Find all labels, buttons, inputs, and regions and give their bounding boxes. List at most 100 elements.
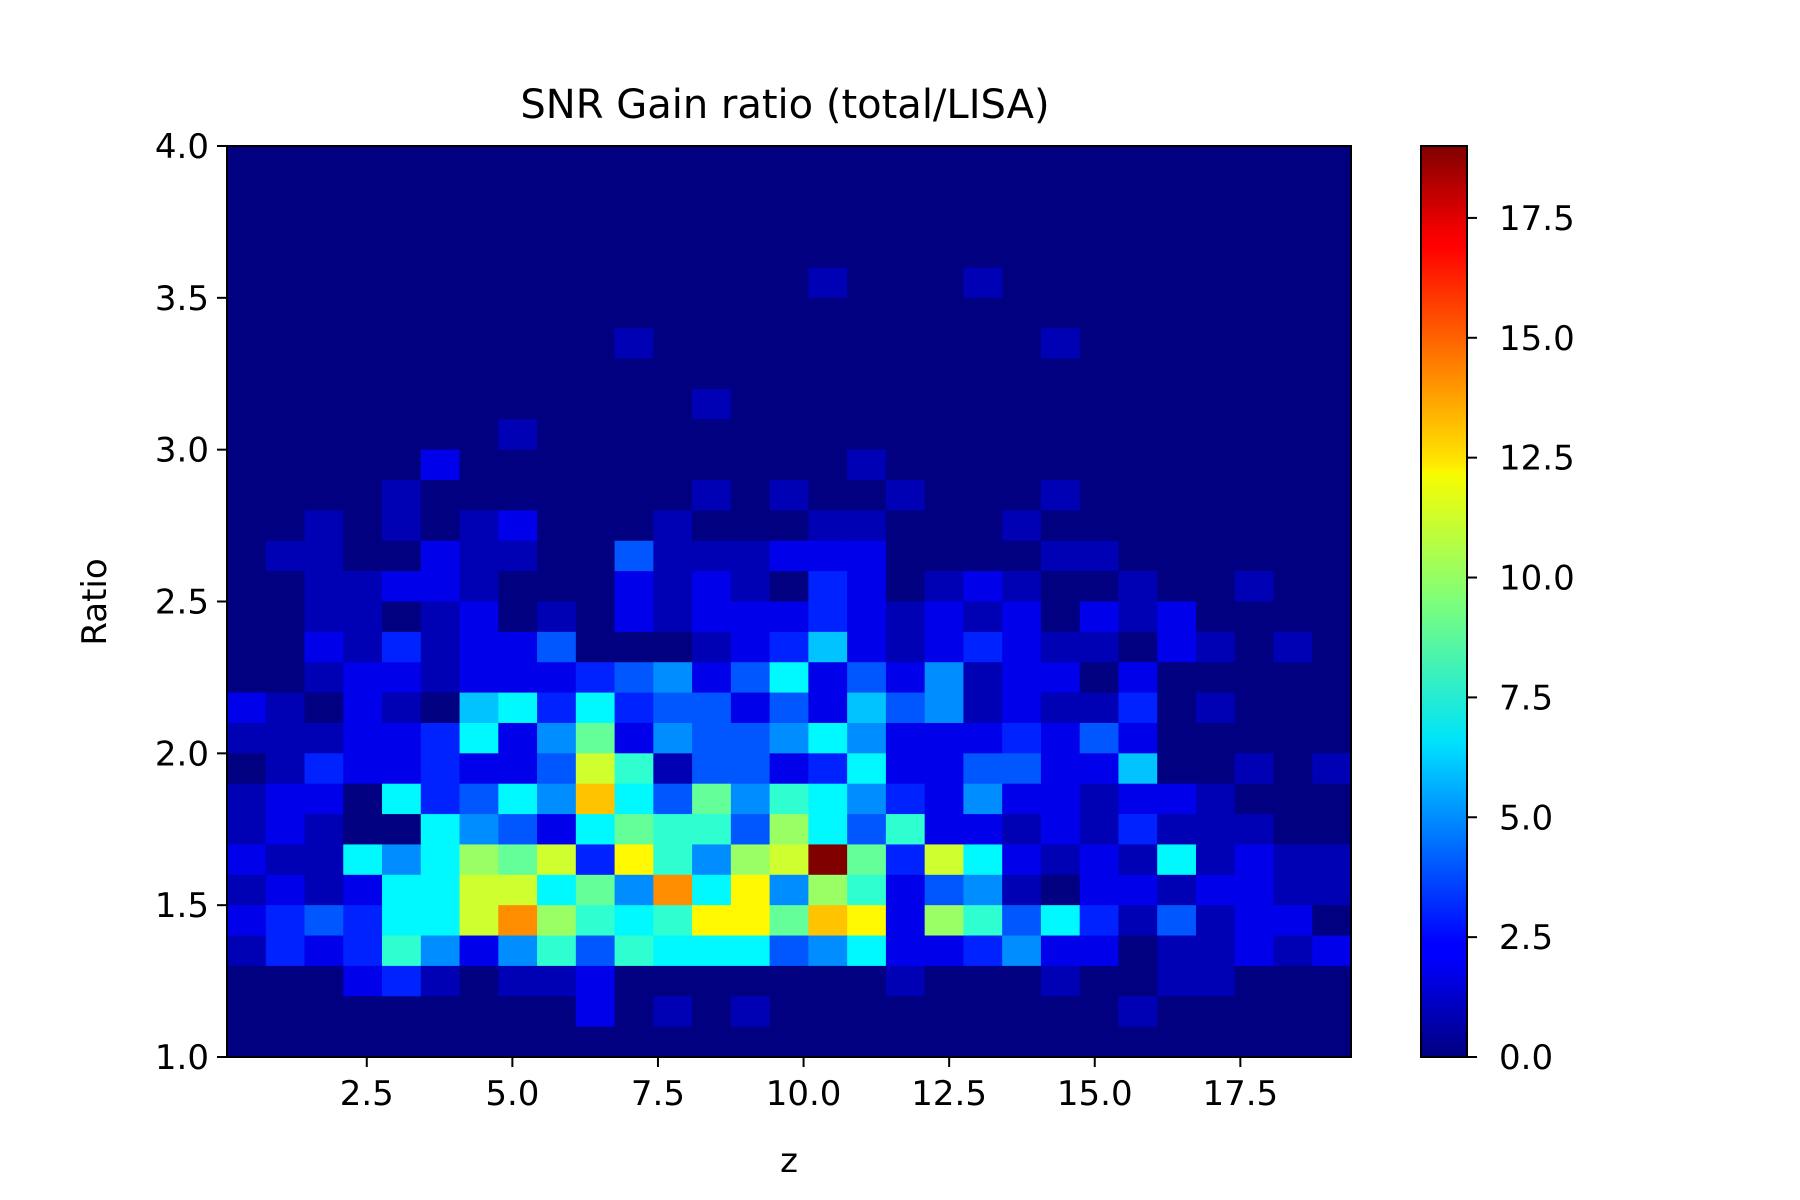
heatmap-cell <box>963 722 1003 754</box>
heatmap-cell <box>227 996 267 1028</box>
heatmap-cell <box>343 419 383 451</box>
heatmap-cell <box>575 146 616 177</box>
heatmap-cell <box>1273 814 1313 846</box>
heatmap-cell <box>1195 631 1236 663</box>
heatmap-cell <box>885 358 926 390</box>
heatmap-cell <box>1118 540 1158 572</box>
heatmap-cell <box>1002 935 1042 967</box>
heatmap-cell <box>614 540 654 572</box>
heatmap-cell <box>847 146 887 177</box>
heatmap-cell <box>1234 510 1275 542</box>
heatmap-cell <box>730 510 771 542</box>
heatmap-cell <box>498 722 538 754</box>
heatmap-cell <box>963 146 1003 177</box>
heatmap-cell <box>1002 662 1042 694</box>
heatmap-cell <box>1195 601 1236 633</box>
heatmap-cell <box>1312 965 1352 997</box>
heatmap-cell <box>575 783 616 815</box>
heatmap-cell <box>924 146 965 177</box>
heatmap-cell <box>459 328 499 360</box>
heatmap-cell <box>614 206 654 238</box>
heatmap-cell <box>808 662 848 694</box>
heatmap-cell <box>847 631 887 663</box>
heatmap-cell <box>537 237 577 269</box>
heatmap-cell <box>963 905 1003 937</box>
heatmap-cell <box>537 146 577 177</box>
heatmap-cell <box>537 783 577 815</box>
heatmap-cell <box>498 328 538 360</box>
heatmap-cell <box>730 692 771 724</box>
heatmap-cell <box>1079 692 1120 724</box>
heatmap-cell <box>1273 146 1313 177</box>
heatmap-cell <box>1157 176 1197 208</box>
heatmap-cell <box>1234 480 1275 511</box>
heatmap-cell <box>1234 905 1275 937</box>
heatmap-cell <box>847 297 887 329</box>
heatmap-cell <box>1195 783 1236 815</box>
heatmap-cell <box>847 540 887 572</box>
heatmap-cell <box>343 328 383 360</box>
heatmap-cell <box>1118 814 1158 846</box>
heatmap-cell <box>537 692 577 724</box>
heatmap-cell <box>847 692 887 724</box>
heatmap-cell <box>769 1026 809 1058</box>
heatmap-cell <box>1312 176 1352 208</box>
heatmap-cell <box>847 480 887 511</box>
heatmap-cell <box>847 601 887 633</box>
heatmap-cell <box>653 783 693 815</box>
heatmap-cell <box>692 510 732 542</box>
heatmap-cell <box>1040 935 1081 967</box>
heatmap-cell <box>1079 753 1120 785</box>
heatmap-cell <box>382 358 422 390</box>
heatmap-cell <box>653 480 693 511</box>
heatmap-cell <box>537 540 577 572</box>
heatmap-cell <box>1273 480 1313 511</box>
heatmap-cell <box>1002 965 1042 997</box>
heatmap-cell <box>614 601 654 633</box>
heatmap-cell <box>963 814 1003 846</box>
heatmap-cell <box>1195 722 1236 754</box>
heatmap-cell <box>808 419 848 451</box>
heatmap-cell <box>575 844 616 876</box>
heatmap-cell <box>1312 783 1352 815</box>
heatmap-cell <box>769 237 809 269</box>
heatmap-cell <box>769 449 809 481</box>
heatmap-cell <box>1312 662 1352 694</box>
heatmap-cell <box>1157 388 1197 420</box>
heatmap-cell <box>614 814 654 846</box>
heatmap-cell <box>653 388 693 420</box>
heatmap-cell <box>808 146 848 177</box>
heatmap-cell <box>1312 722 1352 754</box>
heatmap-cell <box>1157 631 1197 663</box>
heatmap-cell <box>769 905 809 937</box>
heatmap-cell <box>1195 844 1236 876</box>
heatmap-cell <box>1040 176 1081 208</box>
heatmap-cell <box>614 844 654 876</box>
heatmap-cell <box>420 237 461 269</box>
heatmap-cell <box>1118 905 1158 937</box>
heatmap-cell <box>1079 996 1120 1028</box>
heatmap-cell <box>730 814 771 846</box>
heatmap-cell <box>1234 722 1275 754</box>
heatmap-cell <box>1273 571 1313 603</box>
heatmap-cell <box>730 874 771 906</box>
y-tick-label: 2.0 <box>155 734 209 774</box>
heatmap-cell <box>1118 844 1158 876</box>
heatmap-cell <box>1079 540 1120 572</box>
heatmap-cell <box>1079 722 1120 754</box>
heatmap-cell <box>575 328 616 360</box>
heatmap-cell <box>459 237 499 269</box>
heatmap-cell <box>1273 722 1313 754</box>
heatmap-cell <box>1273 783 1313 815</box>
heatmap-cell <box>730 722 771 754</box>
heatmap-cell <box>614 176 654 208</box>
heatmap-cell <box>924 601 965 633</box>
heatmap-cell <box>459 844 499 876</box>
heatmap-cell <box>924 419 965 451</box>
heatmap-cell <box>963 449 1003 481</box>
heatmap-cell <box>343 510 383 542</box>
heatmap-cell <box>459 571 499 603</box>
heatmap-cell <box>227 449 267 481</box>
heatmap-cell <box>459 480 499 511</box>
heatmap-cell <box>382 176 422 208</box>
